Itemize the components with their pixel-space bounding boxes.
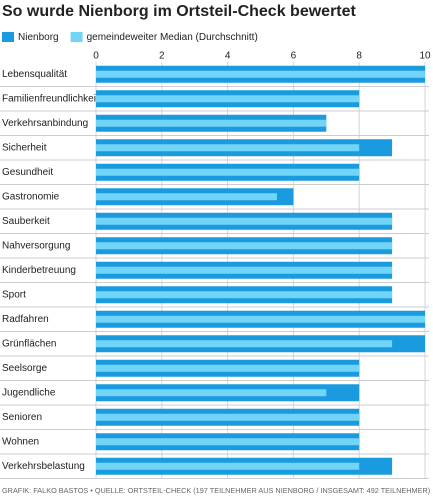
chart-title: So wurde Nienborg im Ortsteil-Check bewe… xyxy=(2,3,357,20)
x-tick-label: 6 xyxy=(291,51,297,62)
bar xyxy=(96,462,360,470)
legend-label: Nienborg xyxy=(18,32,59,43)
bar xyxy=(96,413,360,421)
legend-swatch xyxy=(70,32,83,42)
category-label: Wohnen xyxy=(2,436,39,447)
category-label: Sauberkeit xyxy=(2,216,50,227)
legend-swatch xyxy=(2,32,14,42)
bar xyxy=(96,364,360,372)
bar xyxy=(96,389,327,397)
bar xyxy=(96,340,393,348)
source: GRAFIK: FALKO BASTOS • QUELLE: ORTSTEIL-… xyxy=(2,486,430,495)
category-label: Kinderbetreuung xyxy=(2,265,76,276)
bar xyxy=(96,242,393,250)
bar xyxy=(96,70,425,78)
category-label: Verkehrsbelastung xyxy=(2,461,85,472)
category-label: Senioren xyxy=(2,412,42,423)
category-label: Radfahren xyxy=(2,314,49,325)
bar xyxy=(96,291,393,299)
bar xyxy=(96,315,425,323)
x-tick-label: 2 xyxy=(159,51,165,62)
category-label: Familienfreundlichkeit xyxy=(2,93,99,104)
category-label: Gesundheit xyxy=(2,167,53,178)
x-tick-label: 8 xyxy=(356,51,362,62)
bar xyxy=(96,95,360,103)
category-label: Gastronomie xyxy=(2,191,60,202)
category-label: Jugendliche xyxy=(2,387,56,398)
category-label: Sport xyxy=(2,289,26,300)
x-tick-label: 0 xyxy=(93,51,99,62)
category-label: Verkehrsanbindung xyxy=(2,118,88,129)
category-label: Seelsorge xyxy=(2,363,47,374)
bar xyxy=(96,168,360,176)
bar xyxy=(96,217,393,225)
bar xyxy=(96,144,360,152)
x-tick-label: 4 xyxy=(225,51,231,62)
bar xyxy=(96,438,360,446)
bar xyxy=(96,119,327,127)
legend-label: gemeindeweiter Median (Durchschnitt) xyxy=(87,32,258,43)
category-label: Sicherheit xyxy=(2,142,47,153)
bar xyxy=(96,193,277,201)
category-label: Nahversorgung xyxy=(2,240,70,251)
category-label: Lebensqualität xyxy=(2,69,67,80)
bar xyxy=(96,266,393,274)
x-tick-label: 10 xyxy=(419,51,431,62)
category-label: Grünflächen xyxy=(2,338,56,349)
